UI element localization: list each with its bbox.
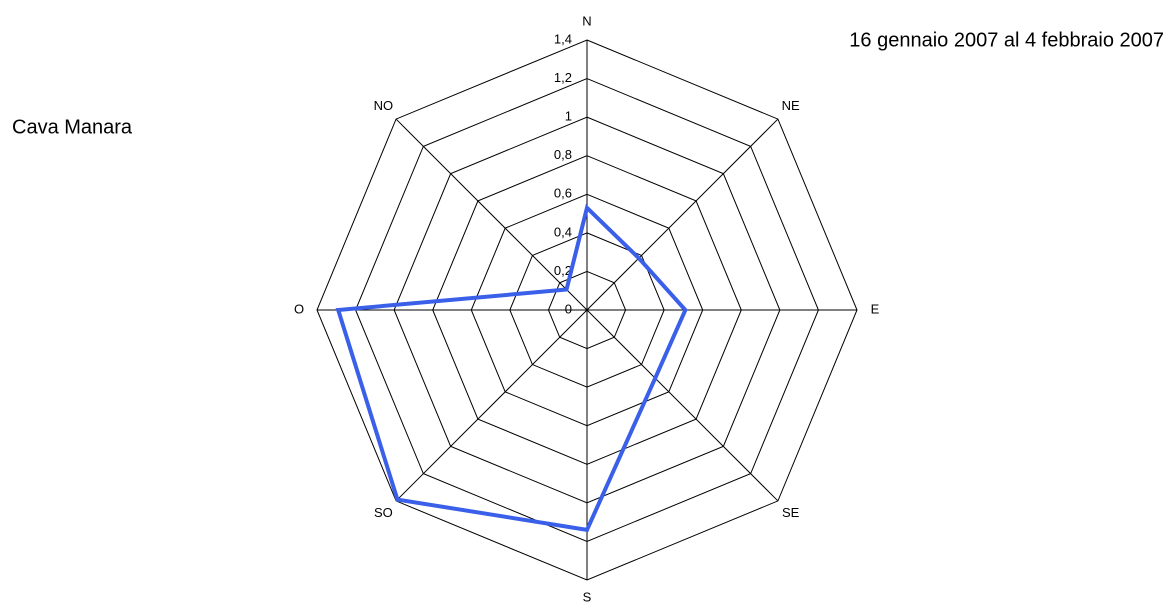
chart-title: Cava Manara: [12, 116, 133, 138]
category-label: NE: [782, 98, 800, 113]
y-tick-label: 0,2: [554, 263, 572, 278]
chart-subtitle: 16 gennaio 2007 al 4 febbraio 2007: [849, 29, 1164, 51]
y-tick-label: 0,8: [554, 147, 572, 162]
category-label: N: [582, 13, 591, 28]
spoke: [586, 309, 779, 502]
spoke: [586, 118, 779, 311]
spoke: [395, 118, 588, 311]
y-tick-label: 1,2: [554, 70, 572, 85]
spoke: [395, 309, 588, 502]
category-label: SO: [374, 505, 393, 520]
category-label: S: [583, 589, 592, 604]
category-label: NO: [374, 98, 394, 113]
y-tick-label: 0,4: [554, 224, 572, 239]
category-label: O: [294, 301, 304, 316]
y-tick-label: 1,4: [554, 31, 572, 46]
category-label: E: [871, 301, 880, 316]
y-tick-label: 0,6: [554, 186, 572, 201]
y-tick-label: 0: [565, 301, 572, 316]
category-label: SE: [782, 505, 800, 520]
series-line: [335, 203, 688, 533]
y-tick-label: 1: [565, 109, 572, 124]
